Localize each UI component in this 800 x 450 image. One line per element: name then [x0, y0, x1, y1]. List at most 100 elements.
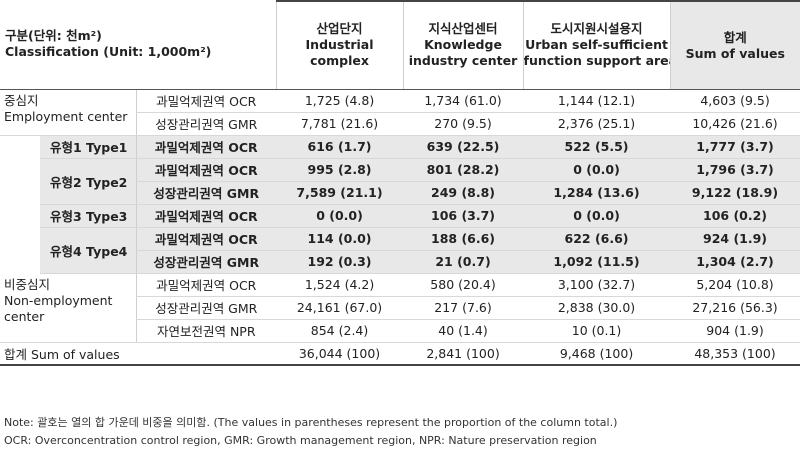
group-label-en1: Non-employment — [4, 292, 113, 308]
col-label-ko: 합계 — [723, 30, 747, 45]
value-cell: 1,734 (61.0) — [403, 89, 524, 113]
type4-label: 유형4 Type4 — [40, 227, 136, 274]
value-cell: 106 (0.2) — [670, 204, 800, 228]
note-abbreviations: OCR: Overconcentration control region, G… — [4, 434, 597, 447]
region-cell: 과밀억제권역 OCR — [135, 89, 277, 113]
value-cell: 522 (5.5) — [523, 135, 671, 159]
col-label-en1: Urban self-sufficient — [525, 37, 668, 53]
value-cell: 217 (7.6) — [403, 296, 524, 320]
value-cell: 1,284 (13.6) — [523, 181, 671, 205]
group-label-en: Employment center — [4, 108, 128, 124]
group-label-ko: 중심지 — [4, 92, 39, 108]
col-industrial-complex: 산업단지 Industrial complex — [275, 0, 404, 90]
region-cell: 과밀억제권역 OCR — [135, 158, 277, 182]
value-cell: 1,304 (2.7) — [670, 250, 800, 274]
value-cell: 2,376 (25.1) — [523, 112, 671, 136]
col-label-en2: function support area — [523, 53, 671, 69]
group-non-employment-center: 비중심지 Non-employment center — [0, 273, 136, 343]
col-urban-support-area: 도시지원시설용지 Urban self-sufficient function … — [522, 0, 671, 90]
group-employment-center: 중심지 Employment center — [0, 89, 136, 136]
value-cell: 9,122 (18.9) — [670, 181, 800, 205]
indent-spacer — [0, 135, 40, 273]
table-row: 자연보전권역 NPR 854 (2.4) 40 (1.4) 10 (0.1) 9… — [0, 319, 800, 343]
value-cell: 27,216 (56.3) — [670, 296, 800, 320]
value-cell: 639 (22.5) — [403, 135, 524, 159]
value-cell: 106 (3.7) — [403, 204, 524, 228]
region-cell: 성장관리권역 GMR — [135, 112, 277, 136]
value-cell: 924 (1.9) — [670, 227, 800, 251]
value-cell: 249 (8.8) — [403, 181, 524, 205]
value-cell: 2,838 (30.0) — [523, 296, 671, 320]
table-row: 성장관리권역 GMR 24,161 (67.0) 217 (7.6) 2,838… — [0, 296, 800, 320]
table-row: 성장관리권역 GMR 192 (0.3) 21 (0.7) 1,092 (11.… — [0, 250, 800, 274]
table-row: 비중심지 Non-employment center 과밀억제권역 OCR 1,… — [0, 273, 800, 343]
type3-label: 유형3 Type3 — [40, 204, 136, 228]
group-label-en2: center — [4, 308, 45, 324]
region-cell: 성장관리권역 GMR — [135, 296, 277, 320]
value-cell: 801 (28.2) — [403, 158, 524, 182]
value-cell: 10,426 (21.6) — [670, 112, 800, 136]
classification-ko: 구분(단위: 천m²) — [5, 28, 102, 43]
value-cell: 7,589 (21.1) — [276, 181, 404, 205]
header-row: 구분(단위: 천m²) Classification (Unit: 1,000m… — [0, 0, 800, 90]
table-row: 성장관리권역 GMR 7,781 (21.6) 270 (9.5) 2,376 … — [0, 112, 800, 136]
col-label-en2: industry center — [408, 53, 518, 69]
table-row: 성장관리권역 GMR 7,589 (21.1) 249 (8.8) 1,284 … — [0, 181, 800, 205]
region-cell: 성장관리권역 GMR — [135, 250, 277, 274]
value-cell: 188 (6.6) — [403, 227, 524, 251]
region-cell: 과밀억제권역 OCR — [135, 273, 277, 297]
value-cell: 0 (0.0) — [523, 204, 671, 228]
col-label-ko: 산업단지 — [316, 21, 363, 37]
value-cell: 1,144 (12.1) — [523, 89, 671, 113]
value-cell: 904 (1.9) — [670, 319, 800, 343]
table-row: 유형3 Type3 과밀억제권역 OCR 0 (0.0) 106 (3.7) 0… — [0, 204, 800, 228]
note-proportion: Note: 괄호는 열의 합 가운데 비중을 의미함. (The values … — [4, 416, 618, 429]
value-cell: 4,603 (9.5) — [670, 89, 800, 113]
col-label-ko: 지식산업센터 — [428, 21, 498, 37]
region-cell: 성장관리권역 GMR — [135, 181, 277, 205]
value-cell: 5,204 (10.8) — [670, 273, 800, 297]
total-cell: 48,353 (100) — [670, 341, 800, 366]
value-cell: 21 (0.7) — [403, 250, 524, 274]
total-label: 합계 Sum of values — [0, 341, 277, 366]
total-row: 합계 Sum of values 36,044 (100) 2,841 (100… — [0, 341, 800, 366]
group-label-ko: 비중심지 — [4, 276, 51, 292]
region-cell: 과밀억제권역 OCR — [135, 227, 277, 251]
classification-en: Classification (Unit: 1,000m²) — [5, 44, 212, 59]
value-cell: 1,524 (4.2) — [276, 273, 404, 297]
value-cell: 3,100 (32.7) — [523, 273, 671, 297]
type2-label: 유형2 Type2 — [40, 158, 136, 205]
value-cell: 854 (2.4) — [276, 319, 404, 343]
col-label-en1: Knowledge — [424, 37, 502, 53]
value-cell: 622 (6.6) — [523, 227, 671, 251]
value-cell: 10 (0.1) — [523, 319, 671, 343]
value-cell: 24,161 (67.0) — [276, 296, 404, 320]
region-cell: 과밀억제권역 OCR — [135, 135, 277, 159]
value-cell: 0 (0.0) — [276, 204, 404, 228]
value-cell: 616 (1.7) — [276, 135, 404, 159]
value-cell: 40 (1.4) — [403, 319, 524, 343]
table-row: 유형1 Type1 과밀억제권역 OCR 616 (1.7) 639 (22.5… — [0, 135, 800, 273]
table-row: 유형4 Type4 과밀억제권역 OCR 114 (0.0) 188 (6.6)… — [0, 227, 800, 274]
value-cell: 995 (2.8) — [276, 158, 404, 182]
type1-label: 유형1 Type1 — [40, 135, 136, 159]
col-label-ko: 도시지원시설용지 — [550, 21, 643, 37]
classification-header: 구분(단위: 천m²) Classification (Unit: 1,000m… — [0, 1, 277, 90]
value-cell: 1,796 (3.7) — [670, 158, 800, 182]
total-cell: 36,044 (100) — [276, 341, 404, 366]
value-cell: 0 (0.0) — [523, 158, 671, 182]
table-row: 유형2 Type2 과밀억제권역 OCR 995 (2.8) 801 (28.2… — [0, 158, 800, 205]
total-cell: 2,841 (100) — [403, 341, 524, 366]
region-cell: 자연보전권역 NPR — [135, 319, 277, 343]
data-table: 구분(단위: 천m²) Classification (Unit: 1,000m… — [0, 0, 800, 366]
col-sum-of-values: 합계 Sum of values — [669, 0, 800, 90]
table-row: 중심지 Employment center 과밀억제권역 OCR 1,725 (… — [0, 89, 800, 136]
value-cell: 1,725 (4.8) — [276, 89, 404, 113]
value-cell: 580 (20.4) — [403, 273, 524, 297]
total-cell: 9,468 (100) — [523, 341, 671, 366]
col-label-en1: Industrial — [305, 37, 374, 53]
value-cell: 270 (9.5) — [403, 112, 524, 136]
col-label-en1: Sum of values — [685, 46, 785, 61]
value-cell: 7,781 (21.6) — [276, 112, 404, 136]
